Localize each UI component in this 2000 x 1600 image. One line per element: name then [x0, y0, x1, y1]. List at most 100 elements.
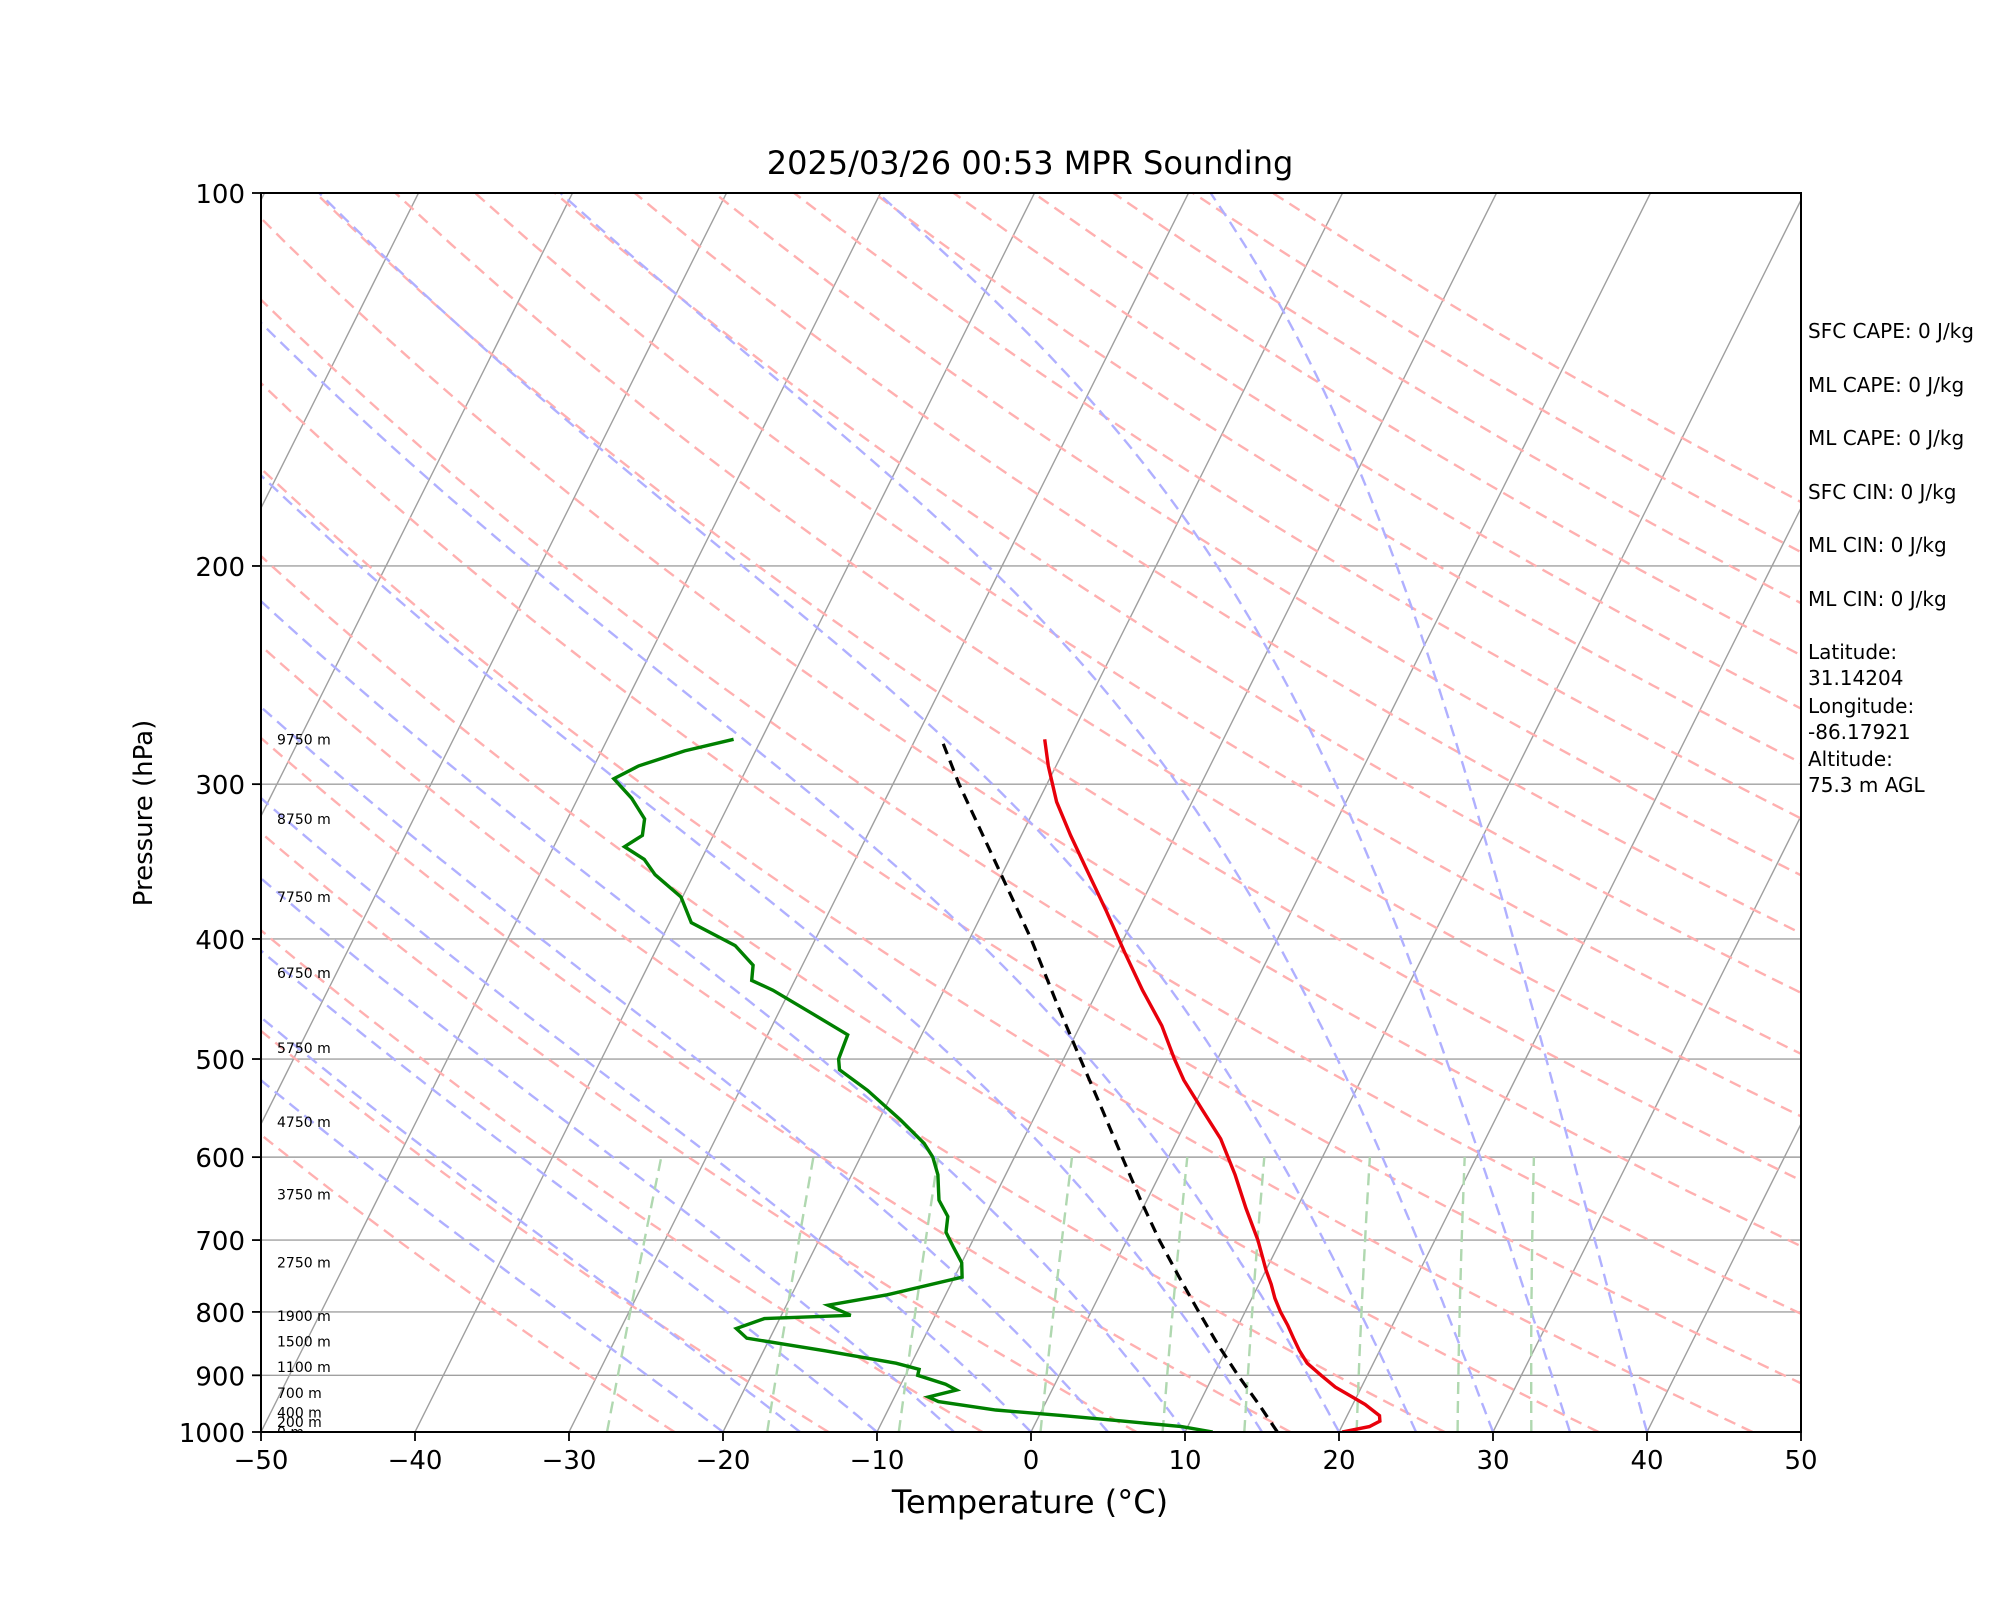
isotherm-line: [1030, 193, 1652, 1432]
x-tick-label: −40: [388, 1446, 443, 1476]
moist-adiabat-line: [261, 876, 955, 1432]
height-label: 7750 m: [277, 890, 331, 906]
x-tick-label: 40: [1630, 1446, 1663, 1476]
isotherm-line: [414, 193, 1036, 1432]
isotherm-line: [261, 193, 728, 1126]
x-tick-label: −10: [850, 1446, 905, 1476]
y-tick-label: 800: [195, 1299, 245, 1329]
info-item: ML CAPE: 0 J/kg: [1808, 372, 1964, 398]
isotherm-line: [261, 193, 574, 818]
dry-adiabat-line: [261, 381, 1801, 1385]
y-tick-label: 400: [195, 926, 245, 956]
dewpoint-line: [611, 737, 1213, 1432]
isotherm-line: [1338, 506, 1801, 1432]
y-axis-label: Pressure (hPa): [129, 720, 159, 907]
mixing-ratio-line: [897, 1156, 940, 1432]
x-tick-label: −50: [234, 1446, 289, 1476]
info-item: SFC CIN: 0 J/kg: [1808, 479, 1956, 505]
dry-adiabat-line: [314, 193, 1801, 1182]
y-tick-label: 600: [195, 1144, 245, 1174]
moist-adiabat-line: [261, 473, 1264, 1432]
info-line: Longitude:: [1808, 693, 1915, 718]
isotherm-line: [1184, 198, 1801, 1432]
parcel-line: [940, 738, 1279, 1432]
dry-adiabat-line: [261, 216, 1801, 1248]
height-label: 1100 m: [277, 1360, 331, 1376]
info-line: Latitude:: [1808, 640, 1898, 664]
height-label: 200 m: [277, 1415, 322, 1431]
mixing-ratio-line: [1355, 1157, 1372, 1432]
y-tick-label: 900: [195, 1362, 245, 1392]
x-tick-label: 10: [1168, 1446, 1201, 1476]
isotherm-line: [568, 193, 1190, 1432]
dry-adiabat-line: [394, 193, 1801, 1118]
height-label: 0 m: [277, 1425, 304, 1441]
y-tick-label: 700: [195, 1227, 245, 1257]
moist-adiabat-line: [261, 321, 1341, 1432]
mixing-ratio-line: [766, 1156, 815, 1432]
moist-adiabat-line: [261, 599, 1186, 1432]
y-tick-label: 200: [195, 553, 245, 583]
info-line: ML CAPE: 0 J/kg: [1808, 426, 1965, 450]
mixing-ratio-line: [1243, 1156, 1266, 1432]
dry-adiabat-line: [713, 193, 1801, 877]
info-line: SFC CAPE: 0 J/kg: [1808, 319, 1974, 343]
x-tick-label: 50: [1784, 1446, 1817, 1476]
height-label: 6750 m: [277, 966, 331, 982]
mixing-ratio-line: [1456, 1157, 1466, 1432]
chart-title: 2025/03/26 00:53 MPR Sounding: [767, 144, 1294, 182]
moist-adiabat-line: [261, 1015, 801, 1432]
isotherm-line: [876, 193, 1498, 1432]
dry-adiabat-line: [261, 1133, 676, 1432]
temperature-line: [1043, 739, 1382, 1432]
info-item: SFC CAPE: 0 J/kg: [1808, 318, 1974, 344]
mixing-ratio-line: [605, 1156, 663, 1432]
info-line: ML CIN: 0 J/kg: [1808, 533, 1947, 557]
y-tick-label: 100: [195, 180, 245, 210]
mixing-ratio-line: [1529, 1157, 1536, 1432]
dry-adiabat-line: [873, 193, 1801, 765]
info-item: ML CIN: 0 J/kg: [1808, 532, 1947, 558]
moist-adiabat-line: [877, 193, 1572, 1432]
dry-adiabat-line: [261, 831, 1138, 1432]
mixing-ratio-line: [1039, 1156, 1074, 1432]
info-item: ML CIN: 0 J/kg: [1808, 586, 1947, 612]
dry-adiabat-line: [261, 466, 1754, 1432]
info-line: ML CAPE: 0 J/kg: [1808, 372, 1965, 397]
y-tick-label: 300: [195, 771, 245, 801]
isotherm-line: [0, 193, 111, 1432]
moist-adiabat-line: [261, 1078, 724, 1432]
x-axis-label: Temperature (°C): [891, 1483, 1168, 1521]
height-label: 1500 m: [277, 1334, 331, 1350]
height-label: 8750 m: [277, 812, 331, 828]
x-tick-label: 20: [1322, 1446, 1355, 1476]
info-item: ML CAPE: 0 J/kg: [1808, 425, 1964, 451]
isotherm-line: [1492, 814, 1801, 1432]
height-label: 4750 m: [277, 1115, 331, 1131]
info-line: -86.17921: [1808, 719, 1911, 744]
dry-adiabat-line: [554, 193, 1801, 995]
dry-adiabat-line: [261, 644, 1446, 1432]
axes: −50 −40 −30 −20 −10 0 10 20 30 40 50 1000 900 800 700 6…: [179, 180, 1818, 1476]
moist-adiabat-line: [261, 705, 1109, 1432]
mixing-ratio-line: [1161, 1156, 1189, 1432]
height-label: 5750 m: [277, 1041, 331, 1057]
height-label: 400 m: [277, 1405, 322, 1421]
moist-adiabat-line: [261, 796, 1032, 1432]
info-item: Longitude: -86.17921: [1808, 693, 1914, 745]
moist-adiabat-line: [318, 193, 1418, 1432]
info-item: Latitude: 31.14204: [1808, 639, 1903, 691]
x-tick-label: 0: [1023, 1446, 1040, 1476]
info-line: Altitude:: [1808, 747, 1893, 771]
dry-adiabat-line: [261, 1029, 830, 1432]
moist-adiabat-line: [1209, 193, 1649, 1432]
height-label: 1900 m: [277, 1309, 331, 1325]
height-label: 3750 m: [277, 1187, 331, 1203]
moist-adiabat-line: [261, 949, 878, 1432]
x-tick-label: 30: [1476, 1446, 1509, 1476]
height-label: 9750 m: [277, 732, 331, 748]
info-line: SFC CIN: 0 J/kg: [1808, 479, 1957, 504]
moist-adiabat-line: [559, 193, 1495, 1432]
